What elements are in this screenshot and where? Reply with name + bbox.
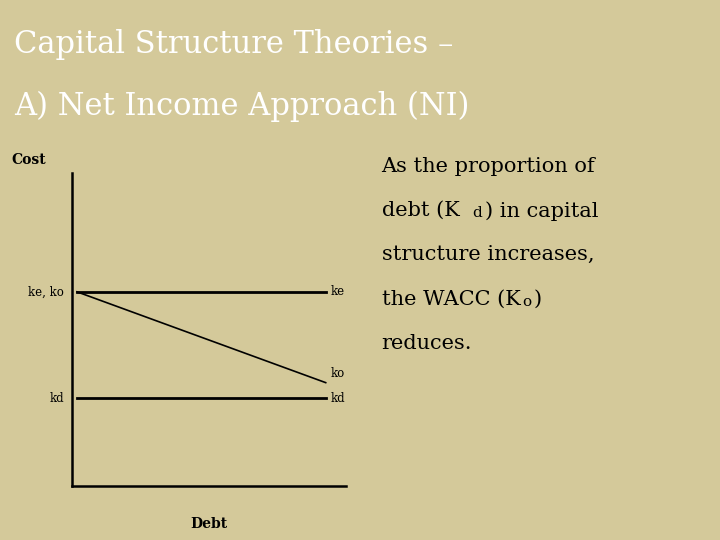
Text: ko: ko: [330, 367, 345, 380]
Text: d: d: [472, 206, 482, 220]
Text: A) Net Income Approach (NI): A) Net Income Approach (NI): [14, 91, 469, 122]
Text: Debt: Debt: [190, 517, 228, 531]
Text: structure increases,: structure increases,: [382, 245, 594, 264]
Text: Cost: Cost: [12, 152, 46, 166]
Text: ) in capital: ) in capital: [485, 201, 598, 220]
Text: ): ): [534, 289, 541, 308]
Text: debt (K: debt (K: [382, 201, 459, 220]
Text: kd: kd: [49, 392, 64, 405]
Text: o: o: [523, 295, 532, 309]
Text: ke: ke: [330, 285, 345, 298]
Text: Capital Structure Theories –: Capital Structure Theories –: [14, 29, 454, 59]
Text: reduces.: reduces.: [382, 334, 472, 353]
Text: As the proportion of: As the proportion of: [382, 157, 595, 176]
Text: ke, ko: ke, ko: [28, 285, 64, 298]
Text: the WACC (K: the WACC (K: [382, 289, 521, 308]
Text: kd: kd: [330, 392, 346, 405]
